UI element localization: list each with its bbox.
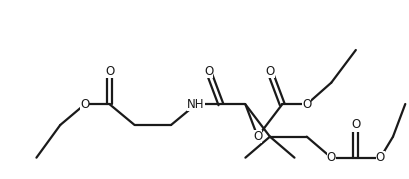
Text: O: O — [253, 130, 262, 143]
Text: O: O — [327, 151, 336, 164]
Text: O: O — [204, 65, 213, 78]
Text: O: O — [105, 65, 114, 78]
Text: NH: NH — [187, 98, 204, 111]
Text: O: O — [351, 118, 360, 132]
Text: O: O — [376, 151, 385, 164]
Text: O: O — [265, 65, 274, 78]
Text: O: O — [302, 98, 311, 111]
Text: O: O — [80, 98, 90, 111]
